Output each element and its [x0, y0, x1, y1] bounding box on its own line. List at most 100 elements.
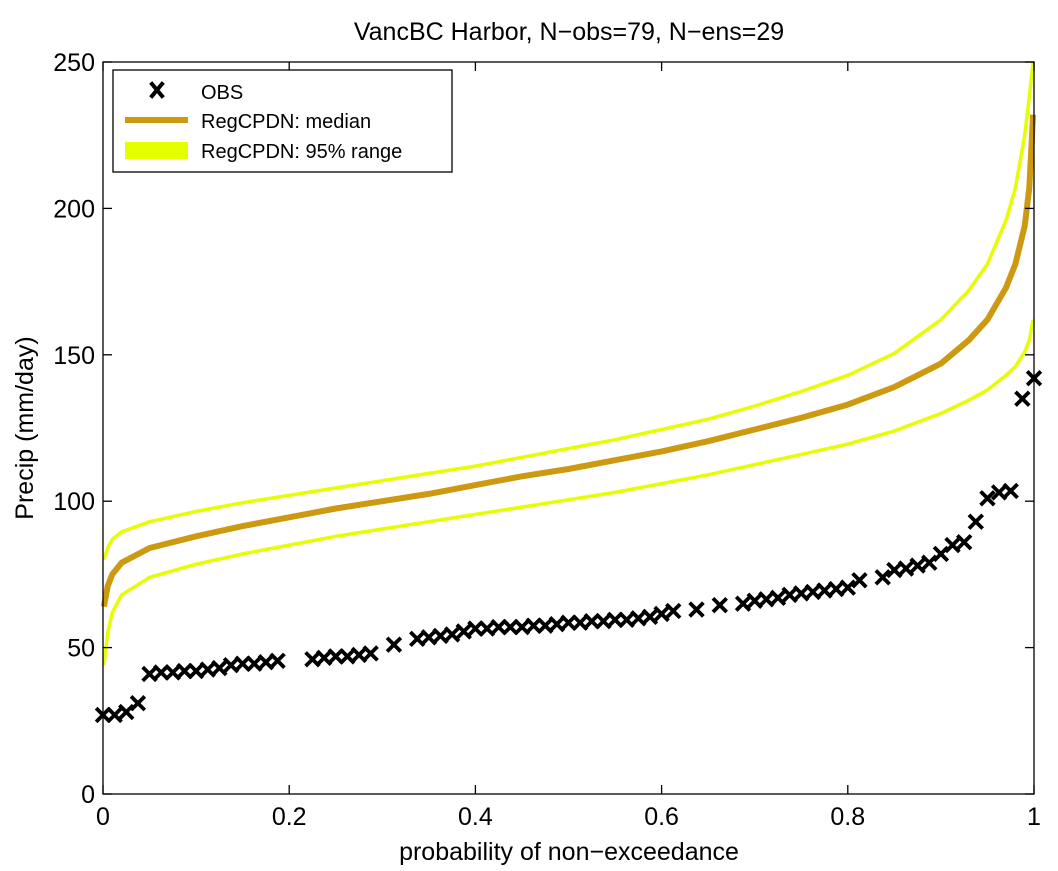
- obs-point: [1014, 390, 1031, 407]
- obs-point: [234, 655, 251, 672]
- x-tick-label: 0.2: [272, 803, 307, 831]
- obs-point: [106, 706, 123, 724]
- obs-point: [967, 513, 984, 530]
- obs-point: [583, 613, 600, 630]
- obs-point: [385, 636, 403, 653]
- legend-label-obs: OBS: [201, 82, 243, 104]
- obs-point: [537, 617, 554, 634]
- obs-point: [921, 554, 938, 571]
- obs-point: [909, 557, 926, 574]
- obs-point: [944, 536, 961, 554]
- y-tick-label: 250: [53, 49, 95, 77]
- obs-point: [490, 618, 507, 636]
- obs-point: [769, 589, 787, 607]
- obs-point: [269, 652, 286, 669]
- obs-point: [118, 703, 135, 721]
- obs-point: [443, 626, 461, 643]
- obs-points: [94, 370, 1043, 724]
- range-lines: [102, 61, 1035, 666]
- y-tick-label: 200: [53, 195, 95, 223]
- obs-point: [804, 583, 822, 601]
- x-tick-label: 0.4: [458, 803, 493, 831]
- obs-point: [897, 560, 915, 577]
- obs-point: [851, 572, 868, 589]
- obs-point: [420, 629, 438, 646]
- obs-point: [513, 618, 531, 636]
- obs-point: [257, 654, 275, 671]
- obs-point: [409, 630, 426, 648]
- obs-point: [350, 646, 368, 664]
- median-line: [100, 114, 1037, 608]
- x-axis-label: probability of non−exceedance: [399, 838, 739, 866]
- obs-point: [781, 586, 798, 604]
- y-axis: 0 50 100 150 200 250: [53, 49, 1034, 809]
- obs-point: [827, 580, 845, 598]
- x-tick-label: 0.8: [830, 803, 865, 831]
- obs-point: [455, 623, 472, 640]
- obs-point: [839, 579, 856, 596]
- obs-point: [874, 569, 891, 586]
- obs-point: [199, 661, 216, 678]
- plot-area: [103, 62, 1034, 794]
- obs-point: [711, 596, 728, 614]
- y-axis-label: Precip (mm/day): [11, 336, 39, 519]
- obs-point: [688, 601, 705, 618]
- obs-point: [606, 611, 624, 628]
- x-tick-label: 0: [96, 803, 110, 831]
- plot-frame: [102, 61, 1035, 795]
- obs-point: [955, 534, 973, 551]
- y-tick-label: 150: [53, 342, 95, 370]
- y-tick-label: 0: [81, 781, 95, 809]
- range-upper-line: [102, 61, 1035, 561]
- obs-point: [432, 627, 449, 645]
- obs-point: [1002, 482, 1019, 500]
- obs-point: [153, 664, 170, 681]
- obs-point: [816, 582, 833, 599]
- obs-point: [176, 662, 193, 680]
- legend-swatch-range: [125, 142, 188, 159]
- chart-title: VancBC Harbor, N−obs=79, N−ens=29: [354, 18, 784, 46]
- obs-point: [362, 645, 379, 662]
- obs-point: [665, 602, 682, 620]
- obs-point: [478, 620, 496, 637]
- obs-point: [641, 608, 659, 626]
- obs-point: [571, 614, 589, 631]
- obs-point: [304, 651, 321, 668]
- obs-point: [211, 659, 228, 677]
- obs-point: [990, 484, 1008, 501]
- obs-point: [141, 665, 158, 683]
- obs-point: [793, 585, 810, 602]
- obs-point: [327, 648, 344, 665]
- median-line-path: [100, 114, 1037, 608]
- obs-point: [746, 592, 763, 609]
- x-axis: 0 0.2 0.4 0.6 0.8 1: [96, 62, 1041, 831]
- x-tick-label: 1: [1027, 803, 1041, 831]
- legend-label-median: RegCPDN: median: [201, 111, 371, 133]
- obs-point: [525, 617, 542, 634]
- y-tick-label: 50: [67, 635, 95, 663]
- obs-point: [548, 615, 566, 633]
- obs-point: [467, 620, 484, 637]
- obs-point: [560, 614, 577, 631]
- obs-point: [734, 595, 752, 612]
- legend: OBS RegCPDN: median RegCPDN: 95% range: [112, 69, 453, 173]
- obs-point: [630, 610, 647, 627]
- obs-point: [932, 545, 950, 563]
- obs-point: [595, 613, 612, 630]
- legend-marker-obs: [149, 81, 165, 99]
- obs-point: [222, 656, 240, 674]
- obs-point: [502, 618, 519, 636]
- obs-point: [246, 655, 263, 672]
- obs-point: [653, 605, 670, 623]
- obs-point: [164, 664, 182, 681]
- obs-point: [339, 648, 356, 665]
- obs-point: [758, 591, 775, 608]
- obs-point: [187, 662, 205, 680]
- x-tick-label: 0.6: [644, 803, 679, 831]
- obs-point: [979, 490, 996, 507]
- obs-point: [315, 649, 333, 667]
- obs-point: [129, 695, 147, 712]
- obs-point: [886, 561, 903, 579]
- range-lower-line: [102, 319, 1035, 666]
